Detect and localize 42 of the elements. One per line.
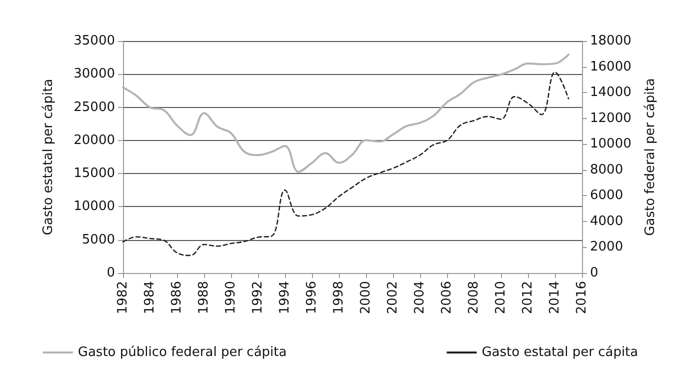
y2-tick-label: 6000 <box>590 188 624 204</box>
x-tick-label: 2016 <box>574 281 590 314</box>
x-tick-label: 1982 <box>116 281 130 314</box>
y-tick-label: 0 <box>106 266 115 280</box>
x-tick-label: 1986 <box>170 281 184 314</box>
y2-tick-label: 2000 <box>590 240 624 255</box>
x-tick-label: 1990 <box>224 281 238 314</box>
x-tick-label: 1984 <box>142 281 158 314</box>
x-tick-label: 1994 <box>278 281 292 314</box>
x-tick-label: 2012 <box>520 281 536 314</box>
y2-tick-label: 0 <box>590 266 598 280</box>
y2-tick-label: 14000 <box>590 85 632 100</box>
x-tick-label: 2006 <box>440 281 454 314</box>
x-tick-label: 1988 <box>196 281 212 314</box>
x-tick-label: 2002 <box>386 281 400 314</box>
x-tick-label: 1992 <box>250 281 266 314</box>
y2-tick-label: 8000 <box>590 162 624 178</box>
x-tick-label: 2010 <box>494 281 508 314</box>
y-tick-label: 20000 <box>74 132 115 148</box>
y-tick-label: 25000 <box>74 100 115 115</box>
y2-tick-label: 18000 <box>590 34 632 48</box>
x-tick-label: 2014 <box>548 281 562 314</box>
y2-tick-label: 12000 <box>590 110 632 126</box>
y-tick-label: 10000 <box>74 199 115 214</box>
y2-axis-title: Gasto federal per cápita <box>643 78 658 236</box>
legend-label: Gasto estatal per cápita <box>482 345 638 360</box>
y-tick-label: 15000 <box>74 166 115 182</box>
y-tick-label: 5000 <box>82 232 115 248</box>
x-tick-label: 2008 <box>466 281 482 314</box>
line-series <box>122 72 570 256</box>
y-tick-label: 35000 <box>74 34 115 48</box>
y-axis-title: Gasto estatal per cápita <box>41 78 56 236</box>
x-tick-label: 1996 <box>304 281 320 314</box>
x-tick-label: 1998 <box>332 281 346 314</box>
y2-tick-label: 10000 <box>590 136 632 152</box>
x-tick-label: 2000 <box>358 281 374 314</box>
y2-tick-label: 16000 <box>590 59 632 74</box>
y2-tick-label: 4000 <box>590 214 624 229</box>
legend-label: Gasto público federal per cápita <box>78 345 287 360</box>
y-tick-label: 30000 <box>74 66 115 82</box>
x-tick-label: 2004 <box>412 281 428 314</box>
line-series <box>122 54 570 173</box>
